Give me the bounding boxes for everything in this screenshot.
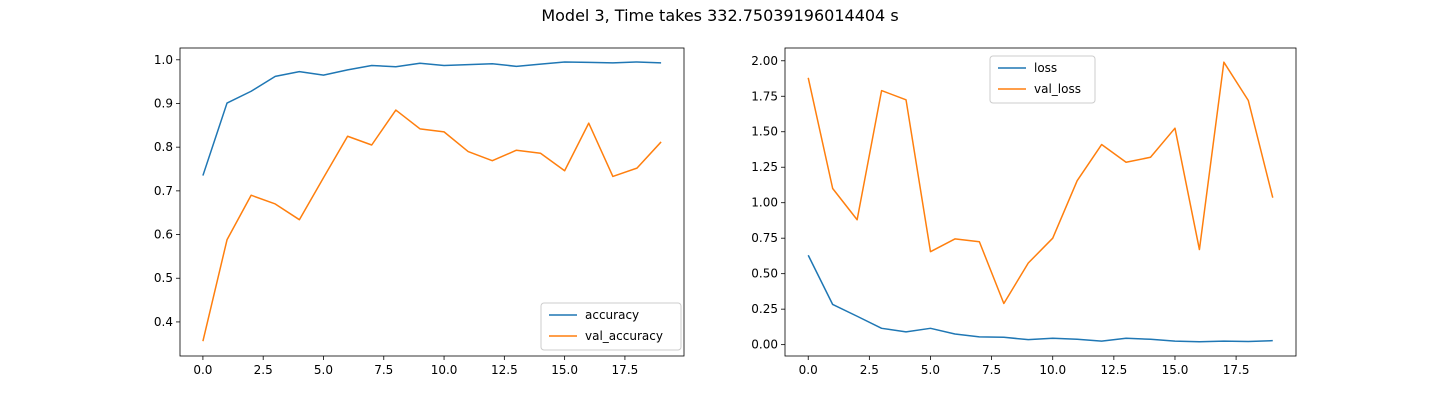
- x-tick-label: 0.0: [193, 363, 212, 377]
- y-tick-label: 0.00: [751, 338, 778, 352]
- x-tick-label: 5.0: [314, 363, 333, 377]
- y-tick-label: 0.6: [154, 228, 173, 242]
- y-tick-label: 1.25: [751, 160, 778, 174]
- series-line-val-loss: [807, 61, 1274, 305]
- y-tick-label: 1.75: [751, 89, 778, 103]
- axes-frame: [179, 47, 685, 357]
- y-tick-label: 1.50: [751, 125, 778, 139]
- x-tick-label: 0.0: [799, 363, 818, 377]
- x-tick-label: 15.0: [1162, 363, 1189, 377]
- x-tick-label: 10.0: [1039, 363, 1066, 377]
- x-tick-label: 7.5: [982, 363, 1001, 377]
- series-line-accuracy: [202, 61, 662, 176]
- y-tick-label: 2.00: [751, 54, 778, 68]
- axes-frame: [784, 47, 1297, 357]
- legend-label-val-accuracy: val_accuracy: [585, 329, 663, 343]
- series-line-val-accuracy: [202, 109, 662, 342]
- series-line-loss: [807, 254, 1273, 343]
- x-tick-label: 17.5: [612, 363, 639, 377]
- y-tick-label: 1.00: [751, 196, 778, 210]
- x-tick-label: 15.0: [551, 363, 578, 377]
- y-tick-label: 1.0: [154, 53, 173, 67]
- x-tick-label: 2.5: [860, 363, 879, 377]
- y-tick-label: 0.50: [751, 267, 778, 281]
- y-tick-label: 0.4: [154, 315, 173, 329]
- legend-label-val-loss: val_loss: [1034, 82, 1081, 96]
- y-tick-label: 0.5: [154, 271, 173, 285]
- x-tick-label: 12.5: [491, 363, 518, 377]
- y-tick-label: 0.7: [154, 184, 173, 198]
- x-tick-label: 7.5: [374, 363, 393, 377]
- legend: accuracy val_accuracy: [540, 302, 682, 351]
- y-tick-label: 0.75: [751, 231, 778, 245]
- y-tick-label: 0.8: [154, 140, 173, 154]
- legend-label-loss: loss: [1034, 61, 1057, 75]
- y-tick-label: 0.25: [751, 302, 778, 316]
- loss-plot: 0.0 2.5 5.0 7.5 10.0 12.5 15.0 17.5 0.00 0.25 0.50…: [751, 47, 1297, 377]
- x-tick-label: 2.5: [254, 363, 273, 377]
- x-tick-label: 10.0: [431, 363, 458, 377]
- legend: loss val_loss: [989, 55, 1096, 104]
- legend-label-accuracy: accuracy: [585, 308, 639, 322]
- accuracy-plot: 0.0 2.5 5.0 7.5 10.0 12.5 15.0 17.5 0.4 0.5 0.6 0.7…: [154, 47, 685, 377]
- x-tick-label: 5.0: [921, 363, 940, 377]
- x-tick-label: 17.5: [1223, 363, 1250, 377]
- x-tick-label: 12.5: [1100, 363, 1127, 377]
- figure-title: Model 3, Time takes 332.75039196014404 s: [541, 6, 899, 25]
- y-tick-label: 0.9: [154, 96, 173, 110]
